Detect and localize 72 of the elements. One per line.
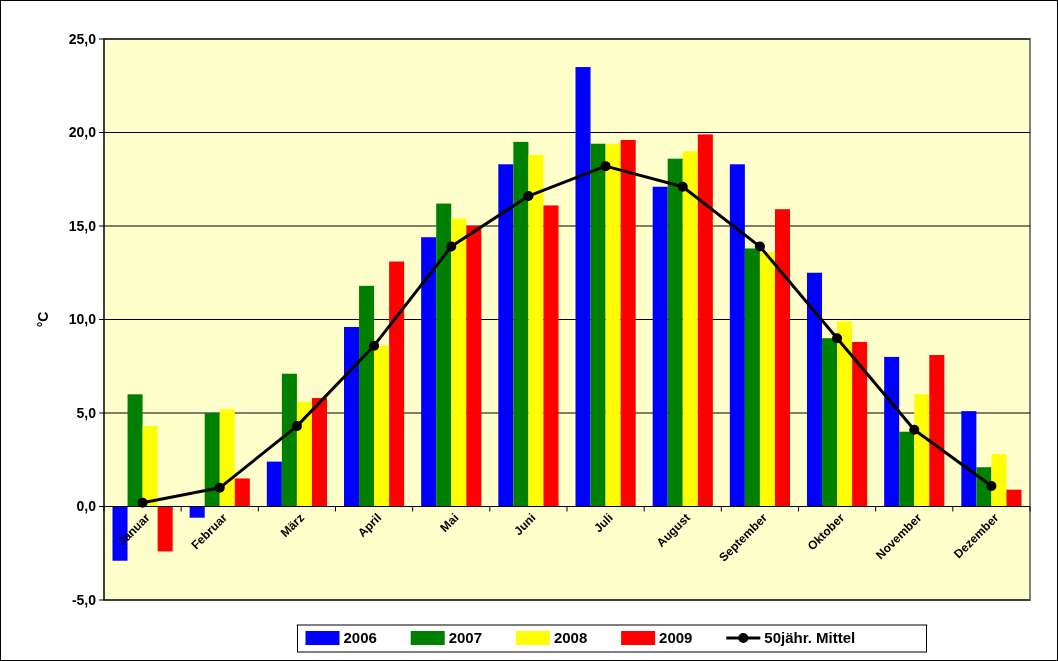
y-tick-label: 15,0 <box>68 217 97 234</box>
legend-label: 2006 <box>343 629 377 647</box>
bar <box>374 345 390 507</box>
bar <box>498 164 514 507</box>
bar <box>513 141 529 507</box>
bar <box>528 154 544 507</box>
point <box>677 181 688 192</box>
bar <box>744 248 760 507</box>
bar <box>620 139 636 507</box>
bar <box>575 67 591 507</box>
bar <box>311 398 328 507</box>
bar <box>142 426 158 507</box>
point <box>600 161 611 172</box>
point <box>214 482 225 493</box>
bar <box>590 143 606 507</box>
bar <box>281 373 297 507</box>
bar <box>219 409 235 507</box>
bar <box>899 431 915 507</box>
y-tick-label: 10,0 <box>68 311 97 328</box>
bar <box>961 411 977 507</box>
bar <box>929 355 945 507</box>
y-axis-title: °C <box>35 311 51 328</box>
bar <box>1006 489 1022 507</box>
y-tick-label: -5,0 <box>71 591 97 608</box>
legend-label: 2009 <box>659 629 693 647</box>
legend-label: 2007 <box>448 629 483 647</box>
point <box>291 421 302 432</box>
bar <box>234 478 250 507</box>
x-tick-label: Juli <box>591 510 616 536</box>
y-tick-label: 5,0 <box>76 404 97 421</box>
point <box>523 191 534 202</box>
y-tick-label: 20,0 <box>68 124 97 141</box>
bar <box>389 261 405 507</box>
bar <box>359 285 375 507</box>
x-tick-label: Mai <box>437 510 462 535</box>
y-tick-label: 25,0 <box>68 30 97 47</box>
y-tick-label: 0,0 <box>76 498 97 515</box>
point <box>754 241 765 252</box>
legend-label: 2008 <box>553 629 588 647</box>
bar <box>204 413 220 507</box>
bar <box>605 143 621 507</box>
bar <box>759 252 775 507</box>
bar <box>466 226 482 507</box>
bar <box>774 209 791 507</box>
point <box>137 497 148 508</box>
bar <box>343 326 360 507</box>
point <box>832 333 843 344</box>
bar <box>991 454 1007 507</box>
bar <box>652 186 668 507</box>
bar <box>543 205 559 507</box>
bar <box>157 506 173 552</box>
bar <box>806 272 823 507</box>
point <box>986 480 997 491</box>
bar <box>837 321 853 507</box>
bar <box>436 203 452 507</box>
bar <box>667 158 683 507</box>
bar <box>421 237 437 507</box>
point <box>909 424 920 435</box>
legend-label: 50jähr. Mittel <box>764 629 856 647</box>
bar <box>884 356 900 507</box>
bar <box>852 341 868 507</box>
bar <box>729 164 745 507</box>
bar <box>266 461 282 507</box>
bar <box>451 218 467 507</box>
point <box>369 340 380 351</box>
bar <box>822 338 838 507</box>
bar <box>697 134 713 507</box>
bar <box>127 394 143 507</box>
bar <box>682 151 698 507</box>
point <box>446 241 457 252</box>
bar <box>296 401 312 507</box>
bar <box>914 394 930 507</box>
